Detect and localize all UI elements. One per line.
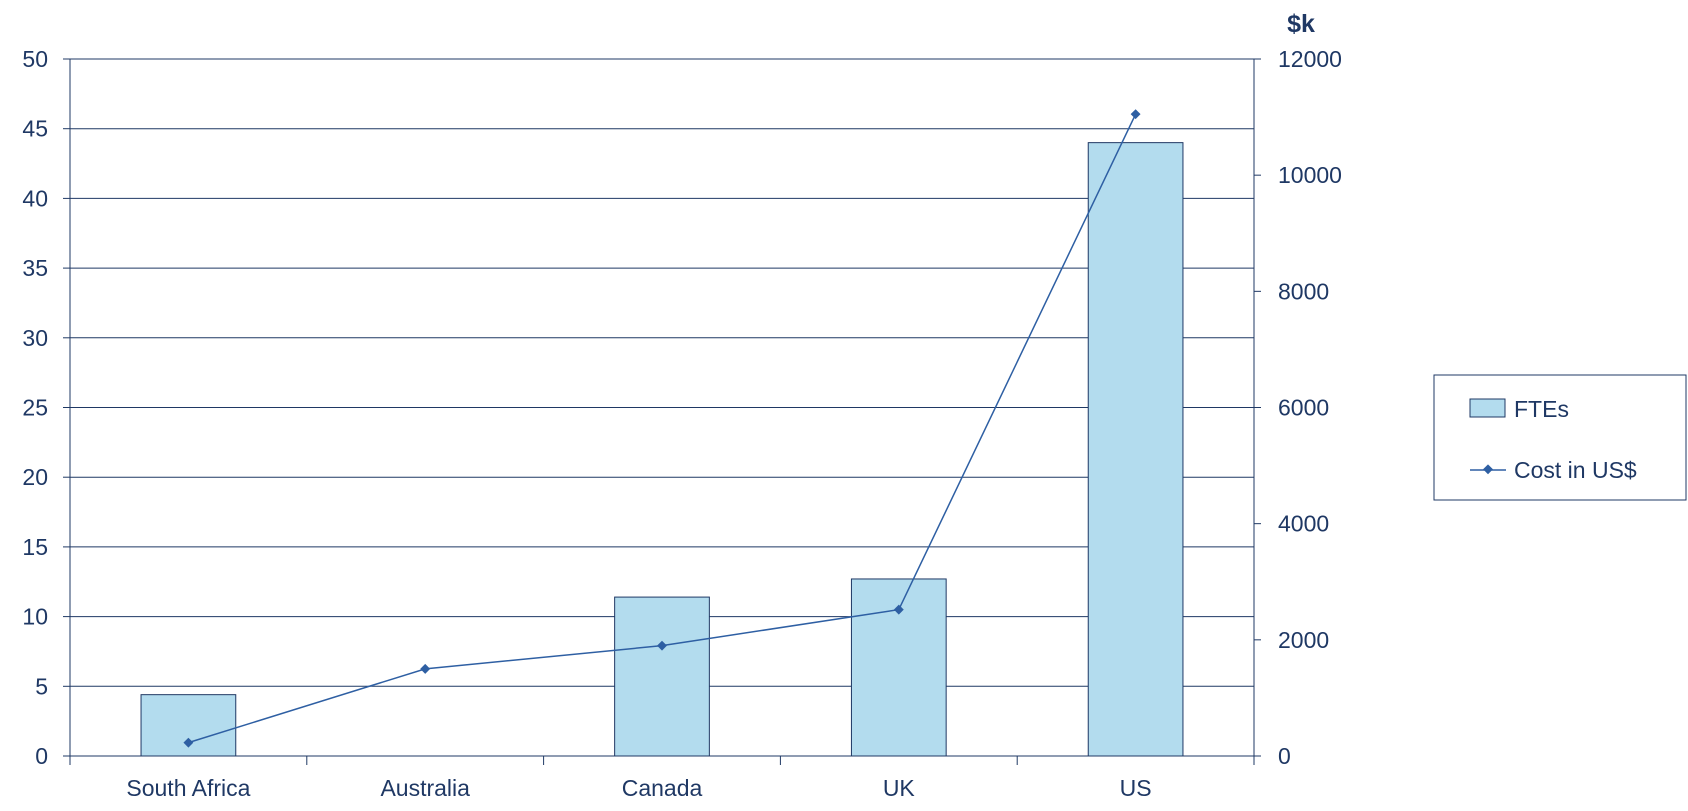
right-axis-tick-label: 12000	[1278, 46, 1342, 72]
right-axis-tick-label: 10000	[1278, 162, 1342, 188]
left-axis-tick-label: 15	[22, 534, 48, 560]
x-axis-tick-label: South Africa	[126, 775, 250, 801]
legend-label-ftes: FTEs	[1514, 396, 1569, 422]
cost-point	[183, 737, 194, 748]
right-axis-tick-label: 2000	[1278, 627, 1329, 653]
x-axis-tick-label: US	[1120, 775, 1152, 801]
gridlines	[70, 58, 1254, 687]
right-axis-tick-label: 0	[1278, 743, 1291, 769]
left-axis-tick-label: 40	[22, 185, 48, 211]
left-axis-tick-label: 50	[22, 46, 48, 72]
line-series	[183, 109, 1141, 748]
left-axis-tick-label: 20	[22, 464, 48, 490]
right-axis-unit-label: $k	[1287, 10, 1315, 38]
left-axis-tick-label: 25	[22, 395, 48, 421]
left-axis-tick-label: 45	[22, 116, 48, 142]
bar	[614, 596, 710, 757]
x-axis-tick-label: Canada	[622, 775, 703, 801]
legend: FTEs Cost in US$	[1433, 374, 1687, 501]
axes: 0 5 10 15 20 25 30 35 40 45 50 0 2000 4000 6000 8000 100…	[22, 46, 1342, 801]
right-axis-tick-label: 8000	[1278, 278, 1329, 304]
cost-point	[420, 663, 431, 674]
cost-point	[657, 640, 667, 651]
left-axis-tick-label: 0	[35, 743, 48, 769]
bar	[1087, 142, 1184, 757]
left-axis-tick-label: 5	[35, 673, 48, 699]
right-axis-tick-label: 4000	[1278, 511, 1329, 537]
left-axis-tick-label: 10	[22, 604, 48, 630]
x-axis-tick-label: UK	[883, 775, 916, 801]
legend-box	[1433, 374, 1687, 501]
legend-bar-swatch	[1469, 398, 1506, 418]
left-axis-tick-label: 35	[22, 255, 48, 281]
legend-line-marker	[1483, 464, 1493, 475]
cost-point	[893, 604, 904, 615]
bar-series	[140, 142, 1184, 757]
cost-point	[1130, 109, 1141, 120]
x-axis-tick-label: Australia	[380, 775, 470, 801]
left-axis-tick-label: 30	[22, 325, 48, 351]
legend-label-cost: Cost in US$	[1514, 457, 1637, 483]
right-axis-tick-label: 6000	[1278, 395, 1329, 421]
